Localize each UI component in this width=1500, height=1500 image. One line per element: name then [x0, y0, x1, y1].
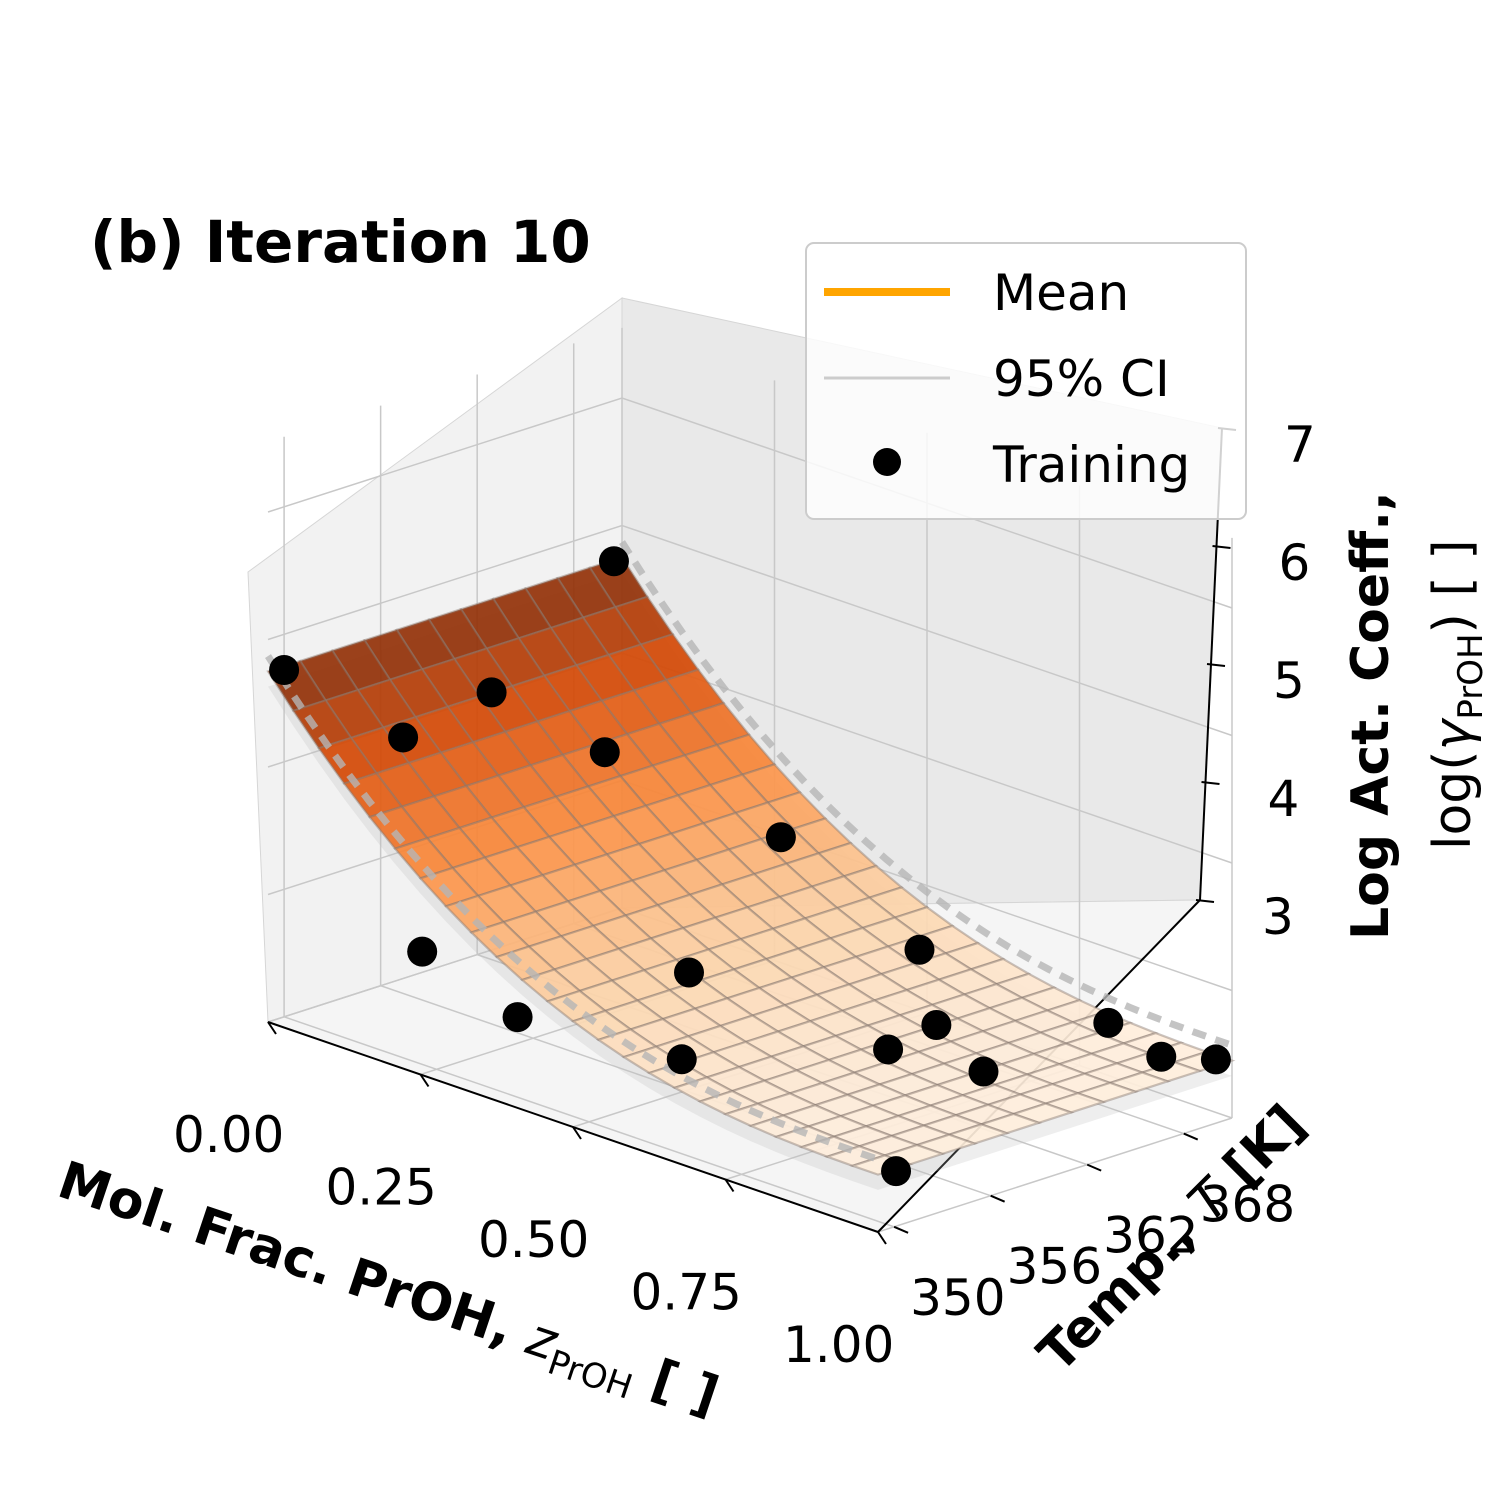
- x-tick-mark: [724, 1178, 735, 1193]
- chart-title: (b) Iteration 10: [90, 208, 591, 276]
- training-point: [476, 677, 507, 708]
- ci-upper-edge: [619, 540, 1234, 1049]
- z-tick-mark: [1201, 781, 1220, 785]
- training-point: [598, 546, 629, 577]
- ci-lower-cell: [1077, 1098, 1136, 1118]
- z-tick-mark: [1206, 663, 1226, 667]
- training-point: [765, 822, 796, 853]
- y-tick-mark: [1183, 1132, 1199, 1141]
- training-point: [589, 737, 620, 768]
- z-tick-label: 4: [1268, 770, 1300, 828]
- legend-training-marker: [873, 448, 901, 476]
- x-tick-label: 0.25: [326, 1159, 437, 1217]
- y-tick-label: 356: [1007, 1238, 1102, 1296]
- ci-lower-cell: [949, 1139, 1007, 1159]
- ci-lower-cell: [1110, 1087, 1168, 1108]
- training-point: [921, 1009, 952, 1040]
- training-point: [873, 1034, 904, 1065]
- x-tick-label: 0.00: [173, 1106, 284, 1164]
- training-point: [881, 1156, 912, 1187]
- y-tick-mark: [1086, 1163, 1102, 1172]
- training-point: [968, 1056, 999, 1087]
- training-point: [407, 936, 438, 967]
- training-point: [1200, 1044, 1231, 1075]
- y-tick-label: 362: [1103, 1207, 1198, 1265]
- mean-surface: [265, 540, 1236, 1190]
- x-tick-mark: [877, 1231, 887, 1245]
- legend-training-label: Training: [992, 436, 1190, 494]
- training-point: [674, 957, 704, 988]
- ci-upper-edge: [265, 654, 880, 1163]
- y-tick-label: 350: [910, 1269, 1005, 1327]
- mean-surface-cell: [1010, 1102, 1075, 1124]
- legend-ci-label: 95% CI: [993, 350, 1170, 408]
- grid-z-4: [267, 397, 1233, 609]
- training-point: [269, 655, 300, 686]
- mean-surface-cell: [977, 1112, 1043, 1135]
- legend: Mean 95% CI Training: [805, 242, 1247, 520]
- grid-floor-y-0: [283, 1016, 895, 1228]
- ci-lower-cell: [1142, 1077, 1200, 1097]
- x-tick-mark: [267, 1021, 277, 1035]
- z-tick-mark: [1212, 545, 1231, 549]
- z-axis-label-line1: Log Act. Coeff.,: [1341, 491, 1401, 940]
- ci-lower-cell: [1045, 1108, 1104, 1128]
- z-tick-mark: [1195, 899, 1215, 903]
- training-point: [904, 934, 935, 965]
- grid-floor-x-4: [877, 1117, 1233, 1233]
- grid-z-3: [267, 524, 1233, 737]
- training-point: [502, 1002, 533, 1033]
- z-axis-label-line2: log(γPrOH) [ ]: [1423, 540, 1491, 850]
- ci-lower-cell: [981, 1129, 1039, 1149]
- training-point: [1146, 1041, 1177, 1072]
- training-points: [269, 546, 1231, 1187]
- mean-surface-cell: [945, 1123, 1011, 1145]
- training-point: [1093, 1007, 1124, 1038]
- x-tick-mark: [572, 1126, 582, 1140]
- ci-lower-cell: [1013, 1118, 1072, 1139]
- x-tick-label: 0.75: [631, 1264, 742, 1322]
- x-tick-mark: [419, 1073, 430, 1088]
- mean-surface-cell: [1074, 1081, 1139, 1104]
- training-point: [666, 1044, 697, 1075]
- z-tick-label: 5: [1273, 652, 1305, 710]
- z-tick-label: 3: [1262, 888, 1294, 946]
- mean-surface-cell: [913, 1133, 979, 1156]
- y-tick-mark: [990, 1194, 1006, 1203]
- y-tick-label: 368: [1200, 1176, 1295, 1234]
- legend-box: [805, 242, 1247, 520]
- z-tick-label: 6: [1279, 534, 1311, 592]
- x-tick-label: 0.50: [478, 1211, 589, 1269]
- ci-lower-cell: [916, 1150, 975, 1170]
- y-tick-mark: [893, 1225, 909, 1234]
- training-point: [388, 722, 419, 753]
- x-tick-label: 1.00: [783, 1316, 894, 1374]
- z-tick-label: 7: [1284, 416, 1316, 474]
- legend-mean-label: Mean: [993, 264, 1129, 322]
